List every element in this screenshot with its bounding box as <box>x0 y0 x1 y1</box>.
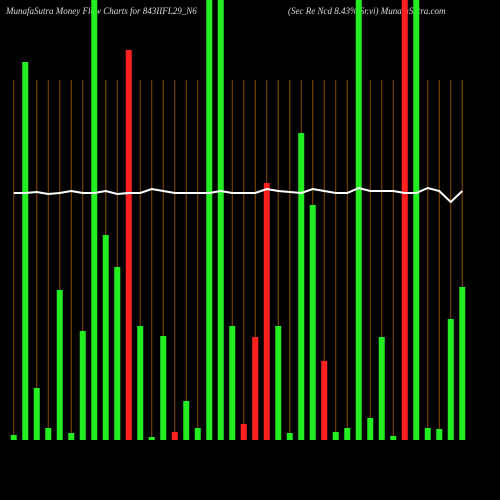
bar <box>332 432 339 440</box>
bar <box>68 433 75 440</box>
bar <box>355 0 362 440</box>
bar <box>390 436 397 440</box>
bar <box>183 401 190 440</box>
bar <box>56 290 63 440</box>
bar <box>102 235 109 440</box>
bar <box>194 428 201 440</box>
bar <box>171 432 178 440</box>
bar <box>114 267 121 440</box>
bar <box>206 0 213 440</box>
bar <box>459 287 466 440</box>
bar <box>424 428 431 440</box>
bar <box>160 336 167 440</box>
bar <box>148 437 155 440</box>
bar <box>91 0 98 440</box>
bar <box>217 0 224 440</box>
bar <box>275 326 282 440</box>
bar <box>45 428 52 440</box>
bar <box>401 0 408 440</box>
bar <box>436 429 443 440</box>
chart-subtitle: (Sec Re Ncd 8.43% Sr.vi) MunafaSutra.com <box>288 6 446 16</box>
bar <box>286 433 293 440</box>
chart-title: MunafaSutra Money Flow Charts for 843IIF… <box>5 6 197 16</box>
price-line <box>13 186 463 204</box>
bar <box>125 50 132 440</box>
bar <box>367 418 374 440</box>
bar <box>309 205 316 440</box>
bar <box>10 435 17 440</box>
bar <box>321 361 328 440</box>
bar <box>344 428 351 440</box>
bar <box>447 319 454 440</box>
bar <box>413 0 420 440</box>
bar <box>229 326 236 440</box>
bar <box>79 331 86 440</box>
bar <box>298 133 305 440</box>
bar <box>378 337 385 440</box>
bar <box>33 388 40 440</box>
bar <box>137 326 144 440</box>
bar <box>240 424 247 440</box>
bar <box>22 62 29 440</box>
bar <box>263 183 270 440</box>
bar <box>252 337 259 440</box>
